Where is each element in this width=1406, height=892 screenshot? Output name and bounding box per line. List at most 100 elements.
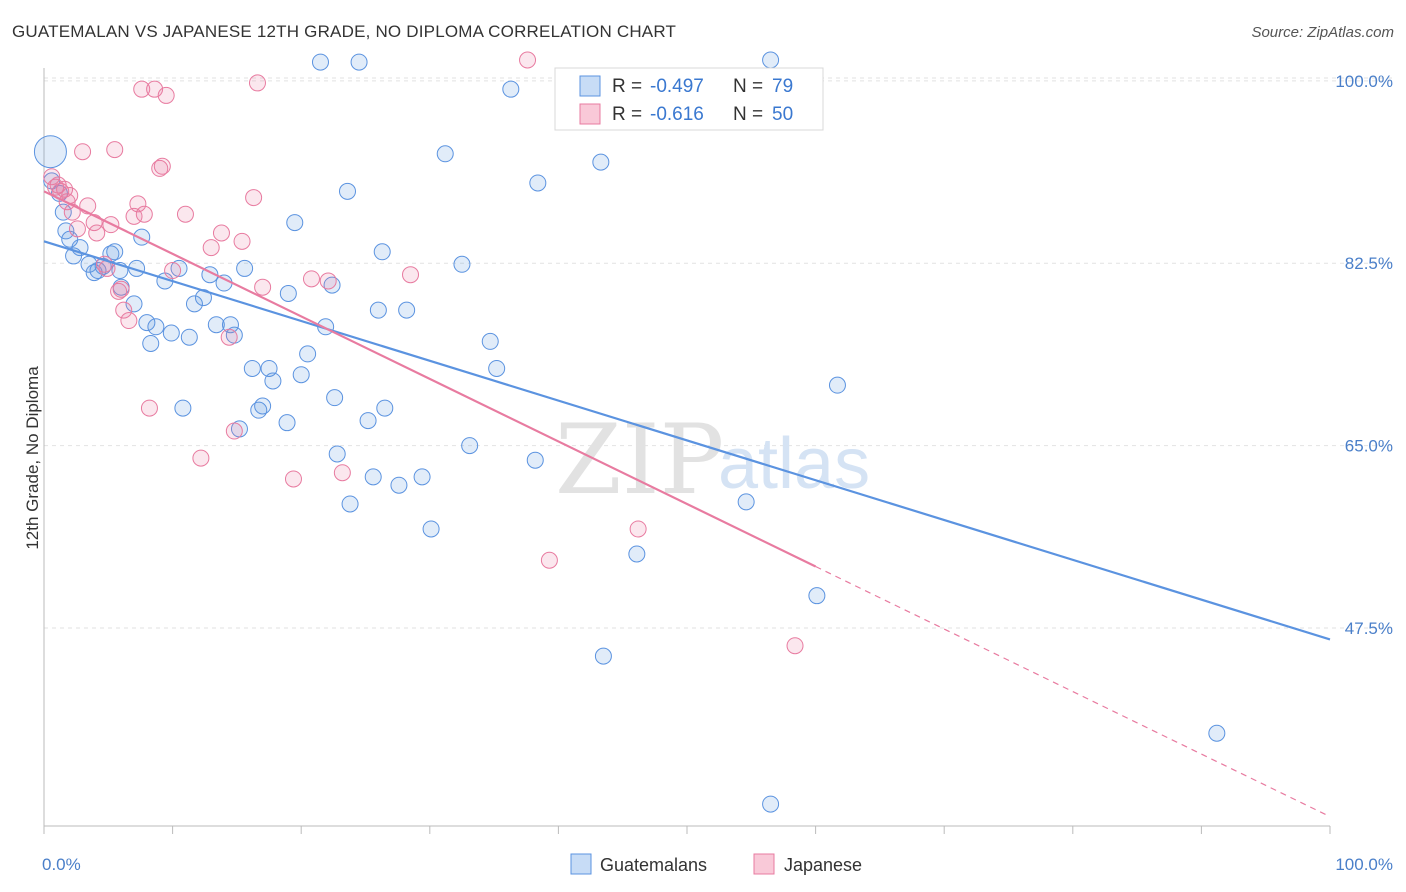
guatemalan-point — [286, 214, 304, 232]
trend-lines — [43, 190, 1331, 818]
guatemalan-point — [502, 80, 520, 98]
guatemalan-point — [422, 520, 440, 538]
y-tick-label: 82.5% — [1345, 254, 1393, 273]
guatemalan-point — [279, 284, 297, 302]
japanese-point — [112, 280, 130, 298]
japanese-point — [786, 637, 804, 655]
guatemalan-point — [628, 545, 646, 563]
guatemalan-point — [338, 182, 356, 200]
guatemalan-point — [147, 318, 165, 336]
x-tick-label-min: 0.0% — [42, 855, 81, 874]
guatemalan-point — [350, 53, 368, 71]
japanese-point — [153, 157, 171, 175]
japanese-point — [110, 282, 128, 300]
guatemalan-point — [292, 366, 310, 384]
x-tick-label-max: 100.0% — [1335, 855, 1393, 874]
guatemalan-point — [594, 647, 612, 665]
legend-n-label-2: N = — [733, 104, 763, 125]
guatemalan-point — [180, 328, 198, 346]
legend-swatch-japanese — [579, 103, 601, 125]
guatemalan-point — [33, 135, 67, 169]
japanese-point — [133, 80, 151, 98]
guatemalan-point — [369, 301, 387, 319]
guatemalan-point — [436, 145, 454, 163]
japanese-point — [540, 551, 558, 569]
guatemalan-point — [264, 372, 282, 390]
japanese-point — [63, 203, 81, 221]
y-tick-label: 47.5% — [1345, 619, 1393, 638]
japanese-point — [225, 422, 243, 440]
japanese-point — [176, 205, 194, 223]
japanese-point — [319, 272, 337, 290]
guatemalan-point — [254, 397, 272, 415]
guatemalan-point — [328, 445, 346, 463]
guatemalan-point — [359, 412, 377, 430]
guatemalan-point — [762, 51, 780, 69]
guatemalan-point — [762, 795, 780, 813]
japanese-point — [164, 262, 182, 280]
japanese-point — [629, 520, 647, 538]
guatemalan-point — [299, 345, 317, 363]
guatemalan-point — [162, 324, 180, 342]
guatemalan-point — [236, 259, 254, 277]
japanese-point — [302, 270, 320, 288]
legend-swatch-guatemalans — [579, 75, 601, 97]
watermark: ZIP atlas — [555, 404, 870, 516]
guatemalan-point — [243, 359, 261, 377]
guatemalan-point — [529, 174, 547, 192]
japanese-point — [202, 239, 220, 257]
data-points — [33, 51, 1226, 813]
japanese-point — [212, 224, 230, 242]
legend: R = -0.497 N = 79 R = -0.616 N = 50 — [554, 67, 824, 131]
legend-n-label-1: N = — [733, 76, 763, 97]
guatemalan-point — [138, 314, 156, 332]
legend-n-value-2: 50 — [772, 104, 793, 125]
bottom-legend-japanese: Japanese — [784, 855, 862, 875]
legend-r-value-2: -0.616 — [650, 104, 704, 125]
guatemalan-point — [326, 389, 344, 407]
japanese-trend-extension — [815, 565, 1331, 818]
guatemalan-point — [221, 316, 239, 334]
guatemalan-point — [364, 468, 382, 486]
guatemalan-point — [808, 587, 826, 605]
guatemalan-trend-line — [43, 240, 1331, 641]
guatemalan-point — [453, 255, 471, 273]
japanese-point — [74, 143, 92, 161]
axes: 100.0% 82.5% 65.0% 47.5% 0.0% 100.0% — [42, 68, 1393, 874]
japanese-point — [120, 312, 138, 330]
japanese-point — [284, 470, 302, 488]
japanese-point — [135, 205, 153, 223]
y-axis-label: 12th Grade, No Diploma — [23, 366, 42, 550]
guatemalan-point — [481, 332, 499, 350]
guatemalan-point — [125, 295, 143, 313]
legend-n-value-1: 79 — [772, 76, 793, 97]
guatemalan-point — [170, 259, 188, 277]
guatemalan-point — [207, 316, 225, 334]
y-tick-label: 65.0% — [1345, 437, 1393, 456]
guatemalan-point — [461, 437, 479, 455]
japanese-point — [245, 189, 263, 207]
guatemalan-point — [278, 414, 296, 432]
guatemalan-point — [1208, 724, 1226, 742]
guatemalan-point — [260, 359, 278, 377]
guatemalan-point — [592, 153, 610, 171]
guatemalan-point — [373, 243, 391, 261]
japanese-point — [220, 328, 238, 346]
japanese-point — [68, 220, 86, 238]
guatemalan-point — [488, 359, 506, 377]
guatemalan-point — [106, 243, 124, 261]
japanese-point — [115, 301, 133, 319]
bottom-legend-swatch-guatemalans — [570, 853, 592, 875]
japanese-point — [248, 74, 266, 92]
guatemalan-point — [413, 468, 431, 486]
japanese-point — [106, 141, 124, 159]
bottom-legend: Guatemalans Japanese — [570, 853, 862, 875]
guatemalan-point — [185, 295, 203, 313]
guatemalan-point — [526, 451, 544, 469]
legend-r-label-2: R = — [612, 104, 642, 125]
guatemalan-point — [174, 399, 192, 417]
japanese-point — [125, 207, 143, 225]
japanese-point — [333, 464, 351, 482]
gridlines — [44, 77, 1394, 629]
